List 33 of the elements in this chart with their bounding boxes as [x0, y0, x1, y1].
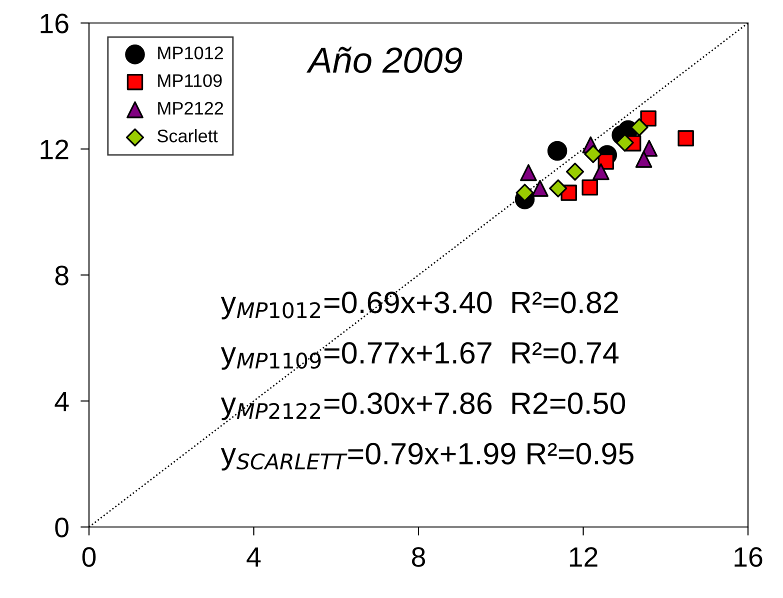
x-tick-label: 4: [246, 547, 261, 567]
y-tick-label: 0: [55, 518, 68, 538]
point: [520, 164, 537, 182]
y-tick-label: 16: [40, 14, 68, 34]
point: [635, 150, 652, 168]
y-tick-label: 4: [54, 392, 69, 412]
annotation: y$_{MP1012}$=0.69x+3.40 R²=0.82: [220, 292, 618, 320]
x-tick-label: 8: [412, 547, 426, 567]
x-tick-label: 0: [82, 547, 96, 567]
point: [640, 110, 656, 127]
point: [582, 179, 598, 196]
x-tick-label: 16: [734, 547, 762, 567]
point: [592, 163, 610, 180]
point: [549, 179, 568, 198]
legend-label: Scarlett: [157, 129, 218, 142]
point: [616, 134, 634, 152]
legend-label: MP1012: [158, 46, 224, 60]
annotation: y$_{MP1109}$=0.77x+1.67 R²=0.74: [220, 342, 619, 370]
point: [630, 118, 648, 136]
y-tick-label: 8: [55, 266, 68, 286]
point: [584, 144, 602, 164]
text: Año 2009: [306, 46, 462, 74]
legend-label: MP1109: [158, 74, 222, 88]
point: [532, 180, 548, 197]
y-tick-label: 12: [40, 140, 68, 160]
point: [516, 184, 534, 202]
legend-label: MP2122: [158, 102, 224, 115]
x-tick-label: 12: [570, 547, 598, 567]
point: [678, 130, 694, 146]
annotation: y$_{MP2122}$=0.30x+7.86 R2=0.50: [220, 392, 626, 420]
point: [547, 141, 568, 161]
annotation: y$_{SCARLETT}$=0.79x+1.99 R²=0.95: [220, 442, 634, 471]
point: [566, 162, 584, 181]
